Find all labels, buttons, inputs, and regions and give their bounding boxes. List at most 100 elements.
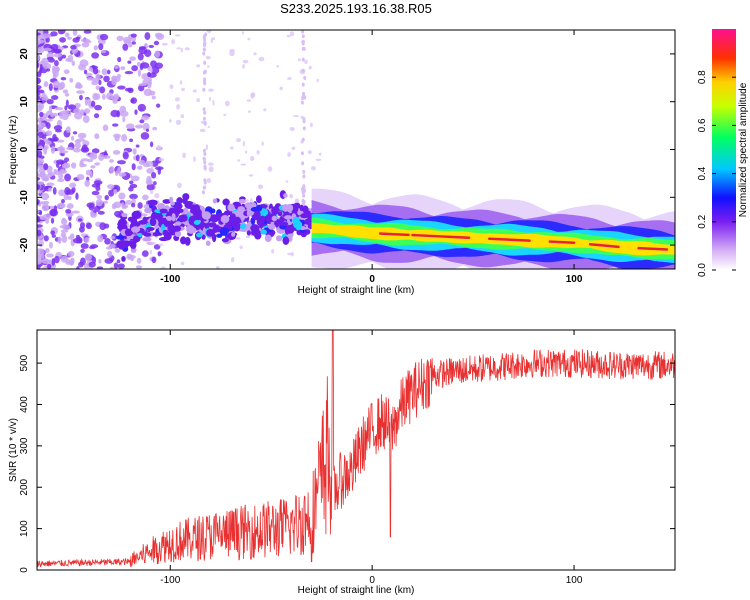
- spec-noise-blob: [37, 77, 41, 85]
- spec-cluster-blob: [284, 215, 293, 220]
- spec-noise-blob: [64, 187, 71, 196]
- spec-noise-blob: [112, 99, 118, 104]
- spec-noise-blob: [138, 84, 145, 92]
- spec-faint-blob: [223, 113, 227, 117]
- spec-streak-blob: [301, 96, 305, 101]
- spec-cluster-blob: [222, 198, 230, 206]
- spec-noise-blob: [37, 215, 41, 223]
- spec-noise-blob: [48, 105, 53, 114]
- spec-noise-blob: [134, 109, 138, 115]
- spec-noise-blob: [109, 159, 114, 163]
- spec-streak-blob: [203, 164, 207, 169]
- spec-noise-blob: [112, 123, 119, 127]
- spec-noise-blob: [93, 180, 103, 185]
- spec-cluster-blob: [293, 220, 303, 229]
- spec-noise-blob: [53, 48, 62, 54]
- spec-noise-blob: [52, 187, 57, 195]
- spec-noise-blob: [86, 202, 95, 208]
- spec-faint-blob: [230, 257, 235, 263]
- spec-noise-blob: [154, 166, 164, 171]
- spec-cluster-blob: [165, 215, 173, 222]
- spec-faint-blob: [175, 119, 182, 125]
- spec-faint-blob: [286, 34, 291, 38]
- spec-noise-blob: [98, 258, 102, 264]
- spec-faint-blob: [307, 150, 312, 155]
- spec-noise-blob: [81, 163, 87, 167]
- spec-peak-segment: [637, 246, 669, 251]
- spec-faint-blob: [261, 141, 264, 146]
- spec-noise-blob: [43, 235, 49, 242]
- spec-cluster-blob: [271, 215, 278, 222]
- spec-noise-blob: [67, 54, 74, 63]
- spec-noise-blob: [85, 72, 93, 77]
- spec-noise-blob: [52, 72, 57, 77]
- spec-noise-blob: [129, 138, 134, 143]
- spec-noise-blob: [140, 132, 150, 140]
- spec-noise-blob: [84, 179, 90, 187]
- spec-faint-blob: [235, 237, 241, 240]
- spec-cluster-blob: [284, 226, 290, 235]
- spec-noise-blob: [63, 193, 69, 201]
- spec-noise-blob: [126, 253, 133, 260]
- spec-noise-blob: [53, 65, 60, 73]
- spec-noise-blob: [37, 89, 45, 94]
- spec-streak-blob: [302, 185, 306, 190]
- spec-noise-blob: [53, 53, 63, 58]
- spec-streak-blob: [202, 107, 206, 112]
- spec-noise-blob: [69, 77, 74, 83]
- spec-noise-blob: [37, 260, 42, 265]
- spec-cluster-blob: [282, 236, 290, 245]
- spec-noise-blob: [88, 261, 96, 268]
- spec-noise-blob: [52, 80, 61, 89]
- colorbar-tick-label: 0.2: [697, 214, 708, 228]
- spec-noise-blob: [91, 190, 100, 196]
- spec-faint-blob: [245, 235, 251, 239]
- spec-noise-blob: [108, 189, 115, 197]
- spec-streak-blob: [202, 47, 206, 52]
- spec-streak-blob: [302, 119, 306, 124]
- spec-noise-blob: [59, 37, 67, 43]
- spec-faint-blob: [193, 156, 196, 163]
- spec-noise-blob: [46, 253, 54, 258]
- spec-cluster-blob: [239, 224, 247, 229]
- spec-cluster-blob: [159, 208, 168, 214]
- spec-noise-blob: [113, 262, 119, 269]
- spec-noise-blob: [130, 202, 136, 208]
- spec-faint-blob: [315, 158, 322, 161]
- spec-noise-blob: [144, 49, 152, 58]
- spec-noise-blob: [94, 104, 103, 111]
- spec-noise-blob: [45, 140, 52, 145]
- spec-noise-blob: [45, 122, 51, 130]
- chart-title: S233.2025.193.16.38.R05: [280, 1, 432, 16]
- spec-cluster-blob: [188, 216, 195, 225]
- spec-streak-blob: [203, 77, 207, 82]
- spec-noise-blob: [41, 97, 50, 101]
- spec-streak-blob: [301, 57, 305, 62]
- spec-noise-blob: [152, 126, 158, 131]
- spec-noise-blob: [43, 200, 50, 205]
- spec-noise-blob: [130, 97, 138, 104]
- spec-noise-blob: [90, 165, 96, 169]
- spec-cluster-blob: [231, 217, 240, 224]
- spec-noise-blob: [67, 195, 72, 201]
- spec-noise-blob: [37, 39, 42, 45]
- spec-noise-blob: [78, 261, 84, 268]
- spec-cluster-blob: [151, 215, 156, 220]
- spec-noise-blob: [116, 35, 124, 42]
- spec-faint-blob: [207, 125, 210, 129]
- spec-noise-blob: [138, 159, 146, 166]
- spec-noise-blob: [100, 50, 107, 54]
- spec-noise-blob: [60, 229, 69, 233]
- spec-noise-blob: [128, 186, 134, 192]
- spec-cluster-blob: [275, 235, 283, 242]
- spec-noise-blob: [117, 263, 125, 269]
- spec-noise-blob: [39, 111, 44, 118]
- spec-ytick-label: 0: [19, 146, 30, 152]
- spec-noise-blob: [90, 100, 96, 107]
- spec-noise-blob: [95, 85, 101, 90]
- snr-ytick-label: 500: [19, 354, 30, 371]
- spec-noise-blob: [49, 241, 53, 249]
- spec-noise-blob: [97, 210, 105, 215]
- spec-streak-blob: [301, 30, 305, 34]
- spec-noise-blob: [76, 138, 86, 142]
